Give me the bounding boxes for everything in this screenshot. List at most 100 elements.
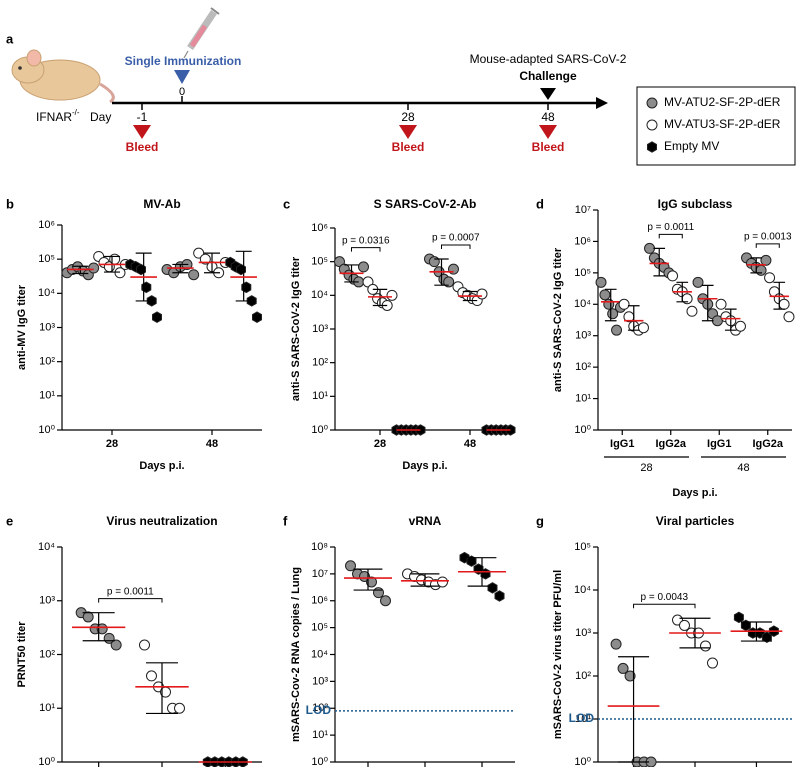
chart-title: Viral particles [656, 514, 735, 528]
y-tick-label: 10⁴ [38, 541, 55, 553]
panel-letter: d [536, 196, 544, 211]
data-point [692, 276, 704, 288]
immunization-label: Single Immunization [125, 54, 242, 68]
panel-letter: e [6, 513, 13, 528]
p-value: p = 0.0011 [647, 222, 694, 233]
x-tick-label: 28 [374, 438, 386, 450]
significance-bracket [98, 598, 163, 603]
legend-marker [646, 119, 658, 131]
bleed-label: Bleed [532, 140, 565, 154]
error-bar [353, 568, 383, 591]
y-tick-label: 10⁰ [38, 756, 55, 767]
y-tick-label: 10⁶ [574, 235, 591, 247]
data-point [109, 253, 121, 265]
genotype: -/- [72, 108, 80, 117]
data-point [679, 619, 690, 631]
y-tick-label: 10¹ [575, 713, 591, 725]
panel-letter: g [536, 513, 544, 528]
x-axis-label: Days p.i. [402, 460, 447, 472]
data-point [494, 590, 505, 602]
p-value: p = 0.0007 [432, 233, 480, 244]
x-tick-label: 48 [464, 438, 476, 450]
y-tick-label: 10³ [575, 330, 591, 342]
data-point [380, 595, 391, 607]
mouse-illustration [11, 49, 115, 104]
x-tick-label: IgG1 [610, 438, 634, 450]
data-point [700, 640, 711, 652]
y-tick-label: 10⁶ [311, 595, 328, 607]
chart-title: IgG subclass [658, 197, 733, 211]
chart-title: S SARS-CoV-2-Ab [374, 197, 477, 211]
y-tick-label: 10⁴ [38, 287, 55, 299]
group-label: 48 [737, 462, 749, 474]
data-point [686, 305, 698, 317]
y-tick-label: 10¹ [39, 702, 55, 714]
day-word: Day [90, 110, 111, 124]
bleed-marker [399, 125, 417, 139]
data-point [96, 623, 108, 635]
data-point [667, 270, 679, 282]
legend-marker [646, 97, 658, 109]
y-tick-label: 10⁰ [311, 756, 328, 767]
data-point [476, 288, 488, 300]
p-value: p = 0.0011 [107, 586, 154, 597]
bleed-marker [133, 125, 151, 139]
y-axis-label: mSARS-Cov-2 RNA copies / Lung [290, 567, 302, 742]
error-bar [627, 305, 640, 331]
y-axis-label: mSARS-CoV-2 virus titer PFU/ml [552, 570, 564, 739]
data-point [760, 254, 772, 266]
challenge-label: Challenge [519, 69, 577, 83]
y-tick-label: 10⁵ [311, 256, 328, 268]
x-axis-label: Days p.i. [672, 487, 717, 499]
significance-bracket [633, 603, 696, 609]
p-value: p = 0.0013 [744, 232, 792, 243]
data-point [345, 560, 356, 572]
p-value: p = 0.0316 [342, 235, 390, 246]
y-tick-label: 10¹ [575, 392, 591, 404]
chart-title: MV-Ab [143, 197, 180, 211]
y-tick-label: 10⁸ [311, 541, 328, 553]
data-point [764, 272, 776, 284]
data-point [599, 289, 611, 301]
data-point [139, 639, 150, 651]
data-point [428, 256, 440, 268]
y-tick-label: 10⁰ [38, 424, 55, 436]
y-tick-label: 10⁰ [574, 756, 591, 767]
timeline-arrow [596, 97, 608, 109]
error-bar [653, 247, 666, 277]
legend-label: Empty MV [664, 139, 719, 153]
data-point [618, 298, 630, 310]
y-tick-label: 10¹ [39, 390, 55, 402]
y-tick-label: 10³ [39, 321, 55, 333]
y-tick-label: 10⁵ [574, 267, 591, 279]
x-tick-label: 28 [106, 438, 118, 450]
data-point [707, 657, 718, 669]
legend-box [636, 86, 796, 166]
data-point [466, 555, 477, 567]
data-point [755, 264, 767, 276]
x-tick-label: IgG2a [655, 438, 686, 450]
data-point [366, 576, 377, 588]
data-point [443, 276, 455, 288]
error-bar [618, 656, 650, 763]
y-tick-label: 10² [312, 357, 328, 369]
strain: IFNAR [36, 110, 72, 124]
data-point [246, 295, 257, 307]
immunization-marker [174, 70, 190, 84]
y-tick-label: 10⁴ [311, 289, 328, 301]
y-tick-label: 10² [575, 670, 591, 682]
bleed-marker [539, 125, 557, 139]
data-point [110, 639, 122, 651]
legend-marker [647, 141, 657, 153]
error-bar [724, 308, 737, 331]
data-point [733, 611, 744, 624]
reference-label: LOD [569, 711, 595, 725]
data-point [624, 670, 636, 682]
y-tick-label: 10⁷ [575, 204, 591, 216]
legend-label: MV-ATU3-SF-2P-dER [664, 117, 781, 131]
data-point [617, 662, 629, 674]
y-tick-label: 10² [575, 361, 591, 373]
data-point [783, 311, 795, 323]
y-axis-label: anti-S SARS-CoV-2 IgG titer [290, 256, 302, 401]
y-tick-label: 10³ [39, 595, 55, 607]
